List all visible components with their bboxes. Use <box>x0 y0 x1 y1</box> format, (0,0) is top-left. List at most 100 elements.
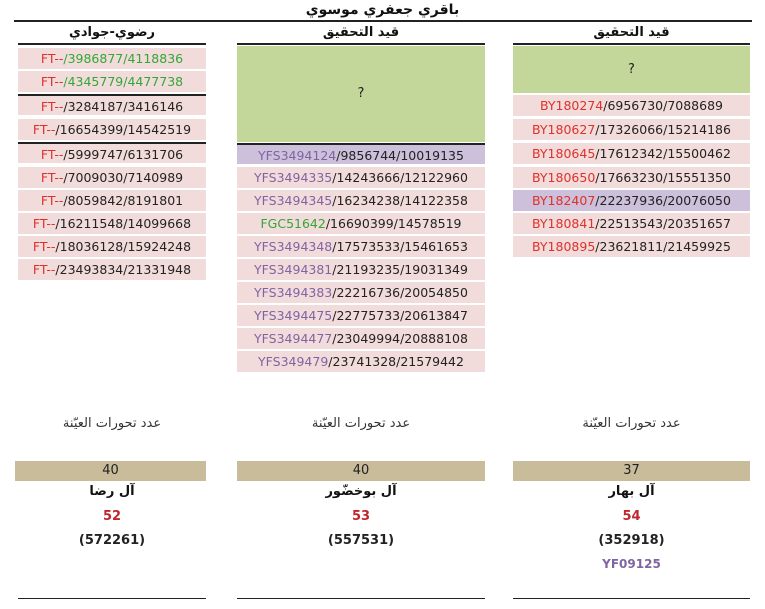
middle-row-2-values: /14243666/12122960 <box>332 170 468 185</box>
middle-family-number: 53 <box>351 509 371 524</box>
left-row-8-values: /16211548/14099668 <box>55 216 192 231</box>
right-pending-block: ? <box>513 46 750 93</box>
middle-row-3-values: /16234238/14122358 <box>332 193 468 208</box>
left-row-3-values: /3284187/3416146 <box>63 99 184 114</box>
left-row-3: FT--/3284187/3416146 <box>18 94 206 115</box>
middle-row-1-prefix: YFS3494124 <box>258 148 337 163</box>
middle-row-9-prefix: YFS3494477 <box>254 331 333 346</box>
middle-column-header: قيد التحقيق <box>322 25 400 40</box>
left-row-2: FT--/4345779/4477738 <box>18 71 206 92</box>
left-row-4: FT--/16654399/14542519 <box>18 119 206 140</box>
middle-count-label: عدد تحورات العيّنة <box>311 416 411 431</box>
middle-row-10-values: /23741328/21579442 <box>328 354 464 369</box>
right-row-2-values: /17326066/15214186 <box>595 122 731 137</box>
left-row-9-values: /18036128/15924248 <box>55 239 192 254</box>
middle-row-10: YFS349479/23741328/21579442 <box>237 351 485 372</box>
middle-row-8-values: /22775733/20613847 <box>332 308 468 323</box>
left-row-2-prefix: FT-- <box>40 74 64 89</box>
middle-row-2: YFS3494335/14243666/12122960 <box>237 167 485 188</box>
right-row-4-values: /17663230/15551350 <box>595 170 731 185</box>
left-family-number: 52 <box>102 509 122 524</box>
middle-row-8-prefix: YFS3494475 <box>254 308 333 323</box>
right-row-6: BY180841/22513543/20351657 <box>513 213 750 234</box>
middle-row-10-prefix: YFS349479 <box>258 354 329 369</box>
middle-row-7: YFS3494383/22216736/20054850 <box>237 282 485 303</box>
left-row-5: FT--/5999747/6131706 <box>18 142 206 163</box>
right-row-7-values: /23621811/21459925 <box>595 239 731 254</box>
right-row-1-values: /6956730/7088689 <box>603 98 723 113</box>
right-row-2: BY180627/17326066/15214186 <box>513 119 750 140</box>
middle-row-7-values: /22216736/20054850 <box>332 285 468 300</box>
left-row-1-prefix: FT-- <box>40 51 64 66</box>
right-row-3-prefix: BY180645 <box>532 146 596 161</box>
left-row-7-values: /8059842/8191801 <box>63 193 184 208</box>
right-family-name: آل بهار <box>608 484 655 499</box>
left-row-1-values: /3986877/4118836 <box>63 51 184 66</box>
left-family-name: آل رضا <box>89 484 135 499</box>
middle-row-1: YFS3494124/9856744/10019135 <box>237 143 485 164</box>
right-row-4: BY180650/17663230/15551350 <box>513 167 750 188</box>
middle-row-4-prefix: FGC51642 <box>260 216 326 231</box>
middle-row-5-values: /17573533/15461653 <box>332 239 468 254</box>
left-row-8: FT--/16211548/14099668 <box>18 213 206 234</box>
left-row-3-prefix: FT-- <box>40 99 64 114</box>
middle-row-3: YFS3494345/16234238/14122358 <box>237 190 485 211</box>
title-divider <box>14 20 752 22</box>
right-row-6-values: /22513543/20351657 <box>595 216 731 231</box>
left-row-10-prefix: FT-- <box>32 262 56 277</box>
right-row-7-prefix: BY180895 <box>532 239 596 254</box>
middle-sample-id: (557531) <box>327 533 395 548</box>
left-row-4-values: /16654399/14542519 <box>55 122 192 137</box>
middle-row-7-prefix: YFS3494383 <box>254 285 333 300</box>
left-row-5-values: /5999747/6131706 <box>63 147 184 162</box>
left-sample-id: (572261) <box>78 533 146 548</box>
right-row-1-prefix: BY180274 <box>539 98 604 113</box>
left-row-9: FT--/18036128/15924248 <box>18 236 206 257</box>
right-row-3: BY180645/17612342/15500462 <box>513 143 750 164</box>
left-footer-line <box>18 598 206 599</box>
middle-row-4-values: /16690399/14578519 <box>325 216 462 231</box>
right-count-value: 37 <box>513 461 750 481</box>
middle-row-9-values: /23049994/20888108 <box>332 331 468 346</box>
right-footer-line <box>513 598 750 599</box>
right-row-4-prefix: BY180650 <box>532 170 596 185</box>
right-header-divider <box>513 43 750 45</box>
left-row-10-values: /23493834/21331948 <box>55 262 192 277</box>
middle-row-6-prefix: YFS3494381 <box>254 262 333 277</box>
left-row-6: FT--/7009030/7140989 <box>18 167 206 188</box>
middle-row-5: YFS3494348/17573533/15461653 <box>237 236 485 257</box>
right-row-5: BY182407/22237936/20076050 <box>513 190 750 211</box>
left-row-8-prefix: FT-- <box>32 216 56 231</box>
middle-header-divider <box>237 43 485 45</box>
left-row-2-values: /4345779/4477738 <box>63 74 184 89</box>
left-header-divider <box>18 43 206 45</box>
sheet-title: باقري جعفري موسوي <box>305 2 460 18</box>
right-row-7: BY180895/23621811/21459925 <box>513 236 750 257</box>
left-row-6-values: /7009030/7140989 <box>63 170 184 185</box>
right-row-2-prefix: BY180627 <box>532 122 596 137</box>
middle-row-1-values: /9856744/10019135 <box>336 148 464 163</box>
right-row-5-prefix: BY182407 <box>532 193 596 208</box>
left-row-4-prefix: FT-- <box>32 122 56 137</box>
left-count-value: 40 <box>15 461 206 481</box>
middle-pending-block: ? <box>237 46 485 142</box>
middle-footer-line <box>237 598 485 599</box>
right-row-3-values: /17612342/15500462 <box>595 146 731 161</box>
middle-row-8: YFS3494475/22775733/20613847 <box>237 305 485 326</box>
right-extra-marker: YF09125 <box>602 557 661 571</box>
middle-row-4: FGC51642/16690399/14578519 <box>237 213 485 234</box>
middle-row-3-prefix: YFS3494345 <box>254 193 333 208</box>
middle-family-name: آل بوخضّور <box>325 484 397 499</box>
middle-row-9: YFS3494477/23049994/20888108 <box>237 328 485 349</box>
left-row-7-prefix: FT-- <box>40 193 64 208</box>
left-row-9-prefix: FT-- <box>32 239 56 254</box>
right-count-label: عدد تحورات العيّنة <box>582 416 681 431</box>
middle-row-6: YFS3494381/21193235/19031349 <box>237 259 485 280</box>
right-family-number: 54 <box>622 509 641 524</box>
left-column-header: رضوي-جوادي <box>68 25 156 40</box>
middle-row-6-values: /21193235/19031349 <box>332 262 468 277</box>
left-count-label: عدد تحورات العيّنة <box>62 416 162 431</box>
left-row-5-prefix: FT-- <box>40 147 64 162</box>
left-row-1: FT--/3986877/4118836 <box>18 48 206 69</box>
right-row-6-prefix: BY180841 <box>532 216 596 231</box>
